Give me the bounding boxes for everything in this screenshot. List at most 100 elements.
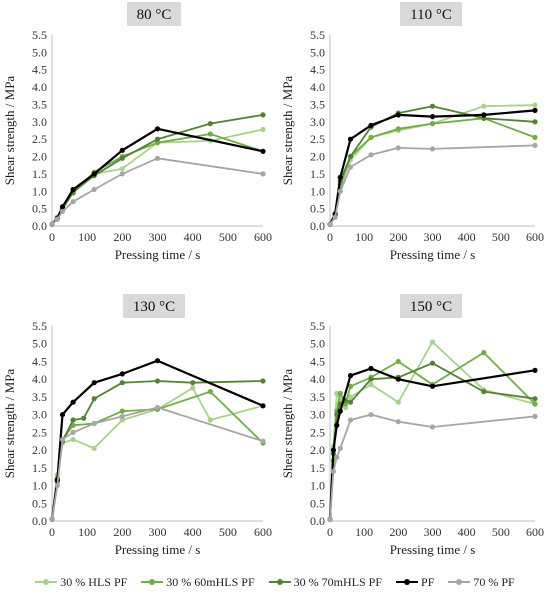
data-point <box>91 445 97 451</box>
data-point <box>368 152 374 158</box>
y-tick-label: 0.0 <box>32 514 47 528</box>
x-tick-label: 100 <box>355 230 373 244</box>
data-point <box>49 221 55 227</box>
y-tick-label: 1.0 <box>310 184 325 198</box>
data-point <box>395 145 401 151</box>
data-point <box>119 417 125 423</box>
y-tick-label: 2.5 <box>310 425 325 439</box>
data-point <box>481 350 487 356</box>
x-tick-label: 100 <box>355 525 373 539</box>
x-tick-label: 600 <box>526 525 544 539</box>
x-axis-label: Pressing time / s <box>390 542 476 557</box>
data-point <box>481 112 487 118</box>
data-point <box>154 136 161 142</box>
data-point <box>260 171 266 177</box>
data-point <box>119 380 125 386</box>
data-point <box>368 376 374 382</box>
data-point <box>260 126 266 133</box>
y-tick-label: 3.5 <box>32 97 47 111</box>
data-point <box>429 114 436 120</box>
data-point <box>368 412 374 418</box>
data-point <box>347 373 354 379</box>
data-point <box>119 408 125 414</box>
x-tick-label: 500 <box>219 525 237 539</box>
x-tick-label: 300 <box>149 525 167 539</box>
data-point <box>532 413 538 419</box>
y-axis-label: Shear strength / MPa <box>280 76 295 186</box>
data-point <box>337 174 343 180</box>
data-point <box>327 516 333 522</box>
y-tick-label: 5.0 <box>32 337 47 351</box>
data-point <box>327 221 333 227</box>
legend-marker <box>456 579 463 585</box>
series-line <box>329 413 536 520</box>
y-tick-label: 3.5 <box>32 390 47 404</box>
data-point <box>154 404 161 411</box>
series-line <box>329 144 536 225</box>
data-point <box>429 339 436 345</box>
data-point <box>330 468 336 474</box>
data-point <box>81 415 87 421</box>
data-point <box>119 166 125 172</box>
chart-title-badge <box>400 2 462 26</box>
x-tick-label: 0 <box>49 230 55 244</box>
legend-label: 30 % HLS PF <box>60 574 128 589</box>
data-point <box>70 417 76 423</box>
legend-item: 30 % 60mHLS PF <box>141 575 255 590</box>
data-point <box>337 408 343 414</box>
x-axis-label: Pressing time / s <box>115 542 201 557</box>
series-line <box>329 109 536 225</box>
chart-panels: 80 °C 0.0 0.5 1.0 1.5 2.0 2.5 3.0 3.5 4.0 4.5 5.0 5.… <box>2 2 544 557</box>
legend-marker <box>43 579 50 585</box>
data-point <box>70 186 76 193</box>
y-tick-label: 3.0 <box>310 115 325 129</box>
data-point <box>70 199 76 205</box>
y-tick-label: 0.5 <box>310 202 325 216</box>
data-point <box>91 380 97 386</box>
data-point <box>395 376 401 382</box>
data-point <box>337 188 343 194</box>
y-tick-label: 3.0 <box>310 408 325 422</box>
data-point <box>119 371 125 377</box>
data-point <box>119 147 125 153</box>
x-tick-label: 400 <box>184 525 202 539</box>
y-tick-label: 3.5 <box>310 390 325 404</box>
data-point <box>347 164 354 170</box>
data-point <box>429 103 436 109</box>
y-tick-label: 2.0 <box>32 443 47 457</box>
x-tick-label: 300 <box>424 525 442 539</box>
chart-title-badge <box>400 294 462 318</box>
series-line <box>329 351 536 520</box>
series-line <box>51 133 264 225</box>
series-line <box>51 380 264 520</box>
data-point <box>154 155 161 161</box>
data-point <box>119 155 125 161</box>
x-tick-label: 0 <box>49 525 55 539</box>
data-point <box>119 413 125 419</box>
y-tick-label: 1.0 <box>32 479 47 493</box>
x-tick-label: 500 <box>219 230 237 244</box>
data-point <box>429 121 436 127</box>
y-tick-label: 2.5 <box>32 132 47 146</box>
data-point <box>91 420 97 427</box>
data-point <box>70 436 76 443</box>
chart-title: 80 °C <box>137 7 172 23</box>
data-point <box>532 142 538 148</box>
data-point <box>190 380 196 386</box>
y-tick-label: 5.5 <box>32 319 47 333</box>
x-tick-label: 0 <box>327 230 333 244</box>
legend-marker <box>276 579 283 585</box>
chart-title-badge <box>123 294 185 318</box>
y-tick-label: 3.0 <box>32 115 47 129</box>
chart-title-badge <box>127 2 181 26</box>
chart-title: 110 °C <box>410 7 452 23</box>
x-tick-label: 600 <box>254 525 272 539</box>
data-point <box>70 399 76 405</box>
x-tick-label: 200 <box>113 525 131 539</box>
data-point <box>368 134 374 140</box>
data-point <box>91 171 97 177</box>
legend-item: PF <box>396 575 434 590</box>
y-tick-label: 1.5 <box>32 461 47 475</box>
x-tick-label: 200 <box>113 230 131 244</box>
data-point <box>337 445 343 451</box>
